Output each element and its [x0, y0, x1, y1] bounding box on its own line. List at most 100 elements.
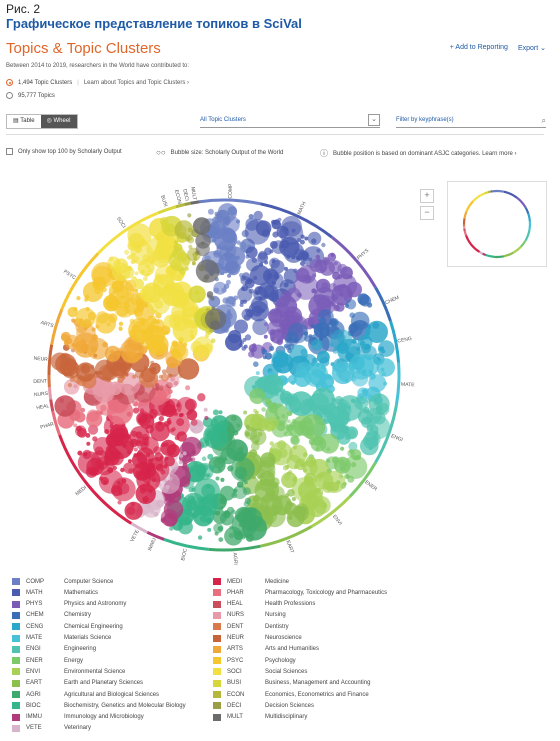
- bubble-position-label[interactable]: Bubble position is based on dominant ASJ…: [333, 150, 517, 157]
- topic-cluster-bubble[interactable]: [210, 320, 220, 330]
- topic-cluster-bubble[interactable]: [276, 422, 286, 432]
- topic-cluster-bubble[interactable]: [286, 500, 292, 506]
- topic-cluster-bubble[interactable]: [238, 343, 243, 348]
- topic-cluster-bubble[interactable]: [297, 292, 302, 298]
- topic-cluster-bubble[interactable]: [333, 261, 338, 266]
- topic-cluster-bubble[interactable]: [309, 458, 329, 479]
- topic-cluster-bubble[interactable]: [226, 309, 231, 314]
- topic-cluster-bubble[interactable]: [219, 506, 224, 511]
- topic-cluster-bubble[interactable]: [365, 320, 388, 343]
- topic-cluster-bubble[interactable]: [250, 344, 266, 359]
- topic-cluster-bubble[interactable]: [293, 337, 298, 342]
- topic-cluster-bubble[interactable]: [86, 411, 103, 428]
- topic-cluster-bubble[interactable]: [133, 278, 145, 290]
- topic-cluster-bubble[interactable]: [287, 489, 295, 497]
- topic-cluster-bubble[interactable]: [100, 477, 109, 486]
- topic-cluster-bubble[interactable]: [173, 240, 178, 245]
- topic-cluster-bubble[interactable]: [196, 462, 214, 481]
- topic-cluster-bubble[interactable]: [351, 369, 369, 387]
- topic-cluster-bubble[interactable]: [143, 276, 148, 281]
- topic-cluster-bubble[interactable]: [190, 468, 195, 473]
- topic-cluster-bubble[interactable]: [342, 283, 346, 288]
- keyphrase-filter-input[interactable]: Filter by keyphrase(s) ⌕: [396, 114, 546, 128]
- topic-cluster-bubble[interactable]: [170, 281, 193, 304]
- topic-cluster-bubble[interactable]: [269, 345, 275, 351]
- topic-cluster-bubble[interactable]: [363, 387, 369, 393]
- topic-cluster-bubble[interactable]: [210, 296, 215, 301]
- topic-cluster-bubble[interactable]: [207, 453, 214, 460]
- topic-cluster-bubble[interactable]: [170, 377, 175, 382]
- topic-cluster-bubble[interactable]: [256, 425, 261, 430]
- topic-cluster-bubble[interactable]: [107, 267, 112, 272]
- topic-cluster-bubble[interactable]: [351, 338, 357, 344]
- topic-cluster-bubble[interactable]: [154, 234, 160, 240]
- topic-cluster-bubble[interactable]: [92, 436, 98, 442]
- topic-cluster-bubble[interactable]: [176, 396, 196, 416]
- topic-cluster-bubble[interactable]: [137, 344, 143, 350]
- topic-cluster-bubble[interactable]: [182, 451, 187, 456]
- topic-cluster-bubble[interactable]: [275, 295, 298, 318]
- topic-cluster-bubble[interactable]: [54, 395, 76, 417]
- topic-cluster-bubble[interactable]: [191, 450, 196, 455]
- topic-cluster-bubble[interactable]: [339, 292, 344, 297]
- topic-cluster-bubble[interactable]: [255, 309, 260, 314]
- topic-cluster-bubble[interactable]: [174, 435, 180, 441]
- topic-cluster-bubble[interactable]: [75, 425, 87, 437]
- export-button[interactable]: Export ⌄: [517, 45, 546, 52]
- topic-cluster-bubble[interactable]: [245, 309, 255, 318]
- topic-cluster-bubble[interactable]: [165, 485, 170, 490]
- topic-cluster-bubble[interactable]: [372, 411, 386, 425]
- topic-cluster-bubble[interactable]: [169, 526, 174, 531]
- topic-cluster-bubble[interactable]: [176, 274, 181, 279]
- topic-cluster-bubble[interactable]: [317, 350, 330, 364]
- topic-cluster-bubble[interactable]: [107, 256, 121, 269]
- topic-cluster-bubble[interactable]: [287, 420, 305, 438]
- topic-cluster-bubble[interactable]: [286, 338, 291, 343]
- topic-cluster-bubble[interactable]: [186, 234, 193, 241]
- topic-cluster-bubble[interactable]: [137, 440, 142, 445]
- topic-cluster-bubble[interactable]: [290, 435, 300, 446]
- wheel-view-button[interactable]: ◎ Wheel: [40, 115, 77, 128]
- topic-cluster-bubble[interactable]: [287, 322, 309, 344]
- topic-cluster-bubble[interactable]: [252, 318, 269, 336]
- topic-cluster-bubble[interactable]: [251, 475, 256, 480]
- topic-cluster-bubble[interactable]: [103, 294, 120, 312]
- topic-cluster-bubble[interactable]: [174, 220, 194, 240]
- topic-cluster-bubble[interactable]: [250, 296, 268, 314]
- topic-cluster-bubble[interactable]: [124, 279, 137, 292]
- topic-cluster-bubble[interactable]: [245, 533, 254, 542]
- topic-cluster-bubble[interactable]: [347, 449, 356, 458]
- topic-cluster-bubble[interactable]: [176, 360, 181, 365]
- topic-cluster-bubble[interactable]: [348, 441, 358, 451]
- topic-cluster-bubble[interactable]: [253, 275, 258, 281]
- topic-cluster-bubble[interactable]: [188, 244, 193, 249]
- topic-cluster-bubble[interactable]: [237, 264, 242, 269]
- topic-cluster-bubble[interactable]: [248, 527, 253, 532]
- topic-cluster-bubble[interactable]: [204, 274, 210, 280]
- topic-cluster-bubble[interactable]: [235, 515, 240, 520]
- topic-cluster-bubble[interactable]: [299, 239, 305, 245]
- zoom-in-button[interactable]: +: [420, 189, 434, 203]
- topic-cluster-bubble[interactable]: [158, 385, 164, 391]
- topic-cluster-bubble[interactable]: [118, 430, 125, 437]
- topic-cluster-bubble[interactable]: [239, 303, 244, 307]
- topic-cluster-bubble[interactable]: [218, 537, 224, 542]
- topic-cluster-bubble[interactable]: [303, 331, 308, 336]
- topic-cluster-bubble[interactable]: [316, 248, 321, 253]
- topic-cluster-bubble[interactable]: [322, 256, 329, 263]
- topic-cluster-bubble[interactable]: [269, 441, 274, 446]
- top100-checkbox[interactable]: [6, 148, 13, 155]
- search-icon[interactable]: ⌕: [541, 116, 546, 125]
- topic-cluster-bubble[interactable]: [285, 345, 291, 351]
- topic-cluster-bubble[interactable]: [357, 293, 370, 306]
- topic-cluster-bubble[interactable]: [189, 313, 194, 319]
- topic-cluster-bubble[interactable]: [311, 387, 335, 411]
- topic-cluster-bubble[interactable]: [190, 419, 198, 426]
- topic-cluster-bubble[interactable]: [335, 302, 345, 312]
- topic-cluster-bubble[interactable]: [104, 345, 121, 362]
- topic-cluster-bubble[interactable]: [348, 361, 358, 371]
- topic-cluster-bubble[interactable]: [87, 311, 97, 321]
- topic-cluster-bubble[interactable]: [213, 249, 222, 258]
- topic-cluster-bubble[interactable]: [319, 260, 336, 276]
- topic-cluster-bubble[interactable]: [284, 266, 288, 271]
